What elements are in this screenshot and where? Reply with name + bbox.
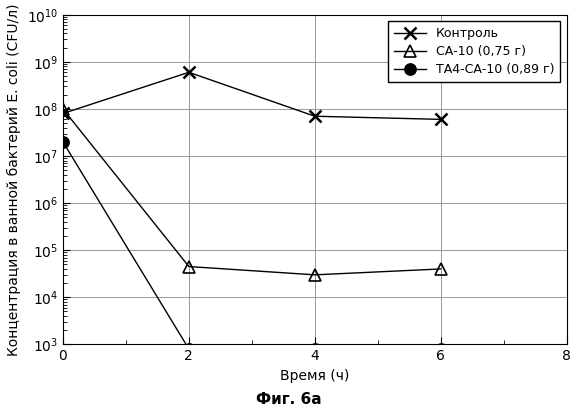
X-axis label: Время (ч): Время (ч): [280, 369, 350, 383]
СА-10 (0,75 г): [312, 272, 318, 277]
ТА4-СА-10 (0,89 г): [437, 346, 444, 352]
Text: Фиг. 6а: Фиг. 6а: [256, 392, 322, 407]
Line: СА-10 (0,75 г): СА-10 (0,75 г): [57, 103, 446, 281]
Контроль: [312, 114, 318, 119]
ТА4-СА-10 (0,89 г): [60, 139, 66, 144]
ТА4-СА-10 (0,89 г): [186, 346, 192, 352]
Контроль: [60, 111, 66, 116]
Контроль: [186, 70, 192, 75]
СА-10 (0,75 г): [437, 266, 444, 271]
СА-10 (0,75 г): [60, 106, 66, 111]
Legend: Контроль, СА-10 (0,75 г), ТА4-СА-10 (0,89 г): Контроль, СА-10 (0,75 г), ТА4-СА-10 (0,8…: [388, 21, 560, 82]
СА-10 (0,75 г): [186, 264, 192, 269]
ТА4-СА-10 (0,89 г): [312, 346, 318, 352]
Контроль: [437, 117, 444, 122]
Line: ТА4-СА-10 (0,89 г): ТА4-СА-10 (0,89 г): [57, 136, 446, 354]
Line: Контроль: Контроль: [57, 67, 446, 125]
Y-axis label: Концентрация в ванной бактерий E. coli (CFU/л): Концентрация в ванной бактерий E. coli (…: [7, 3, 21, 356]
